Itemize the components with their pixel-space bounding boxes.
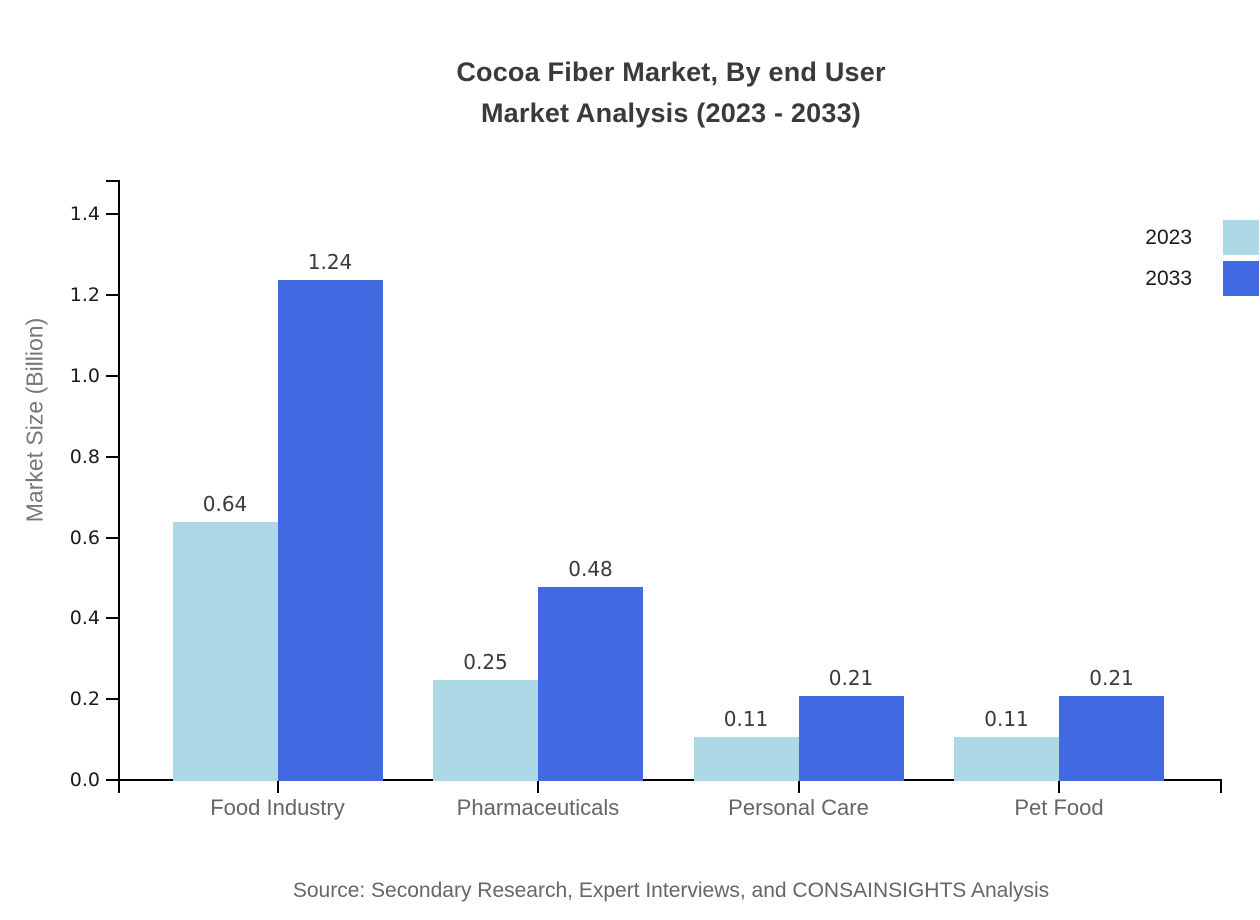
y-tick-label: 0.4 <box>69 607 100 630</box>
bar-2033-pharmaceuticals <box>538 587 643 781</box>
bar-value-label: 0.64 <box>202 492 248 516</box>
bar-value-label: 0.11 <box>723 707 769 731</box>
chart-title-line1: Cocoa Fiber Market, By end User <box>456 57 886 87</box>
y-tick <box>106 294 118 297</box>
y-tick <box>106 455 118 458</box>
y-tick-label: 0.8 <box>69 445 100 468</box>
x-category-label: Pharmaceuticals <box>456 795 620 820</box>
y-tick-label: 1.0 <box>69 365 100 387</box>
y-tick-label: 1.2 <box>69 284 100 307</box>
bar-value-label: 1.24 <box>307 250 353 274</box>
y-tick-label: 1.4 <box>69 203 100 226</box>
bar-2023-food-industry <box>172 522 278 781</box>
y-tick-label: 0.6 <box>69 526 100 549</box>
bar-2023-pharmaceuticals <box>433 680 538 781</box>
y-axis-end-cap <box>106 180 118 182</box>
x-tick <box>797 781 800 793</box>
y-tick-label: 0.0 <box>69 769 100 791</box>
y-axis-spine <box>118 180 120 793</box>
y-tick <box>106 617 118 620</box>
x-axis-spine <box>118 779 1222 781</box>
y-tick <box>106 536 118 539</box>
bar-2023-personal-care <box>693 737 799 781</box>
bar-2033-personal-care <box>798 696 904 781</box>
chart-title: Cocoa Fiber Market, By end User Market A… <box>120 52 1222 134</box>
x-tick <box>1058 781 1060 793</box>
bar-value-label: 0.11 <box>984 707 1029 731</box>
chart-title-line2: Market Analysis (2023 - 2033) <box>480 98 861 128</box>
x-tick <box>276 781 279 793</box>
source-note: Source: Secondary Research, Expert Inter… <box>292 879 1050 902</box>
x-tick <box>537 781 539 793</box>
bar-value-label: 0.48 <box>568 557 613 581</box>
x-category-label: Personal Care <box>728 795 869 820</box>
bar-value-label: 0.25 <box>463 650 508 674</box>
x-category-label: Pet Food <box>1014 795 1104 820</box>
bar-value-label: 0.21 <box>1089 666 1134 690</box>
y-tick <box>106 375 118 377</box>
y-tick <box>106 779 118 781</box>
y-tick <box>106 213 118 216</box>
bar-2033-food-industry <box>277 280 383 781</box>
bar-2023-pet-food <box>954 737 1059 781</box>
y-tick <box>106 698 118 701</box>
x-axis-end-tick <box>1220 781 1222 793</box>
y-tick-label: 0.2 <box>69 688 100 711</box>
bar-2033-pet-food <box>1059 696 1164 781</box>
bar-value-label: 0.21 <box>828 666 874 690</box>
x-category-label: Food Industry <box>210 795 345 820</box>
